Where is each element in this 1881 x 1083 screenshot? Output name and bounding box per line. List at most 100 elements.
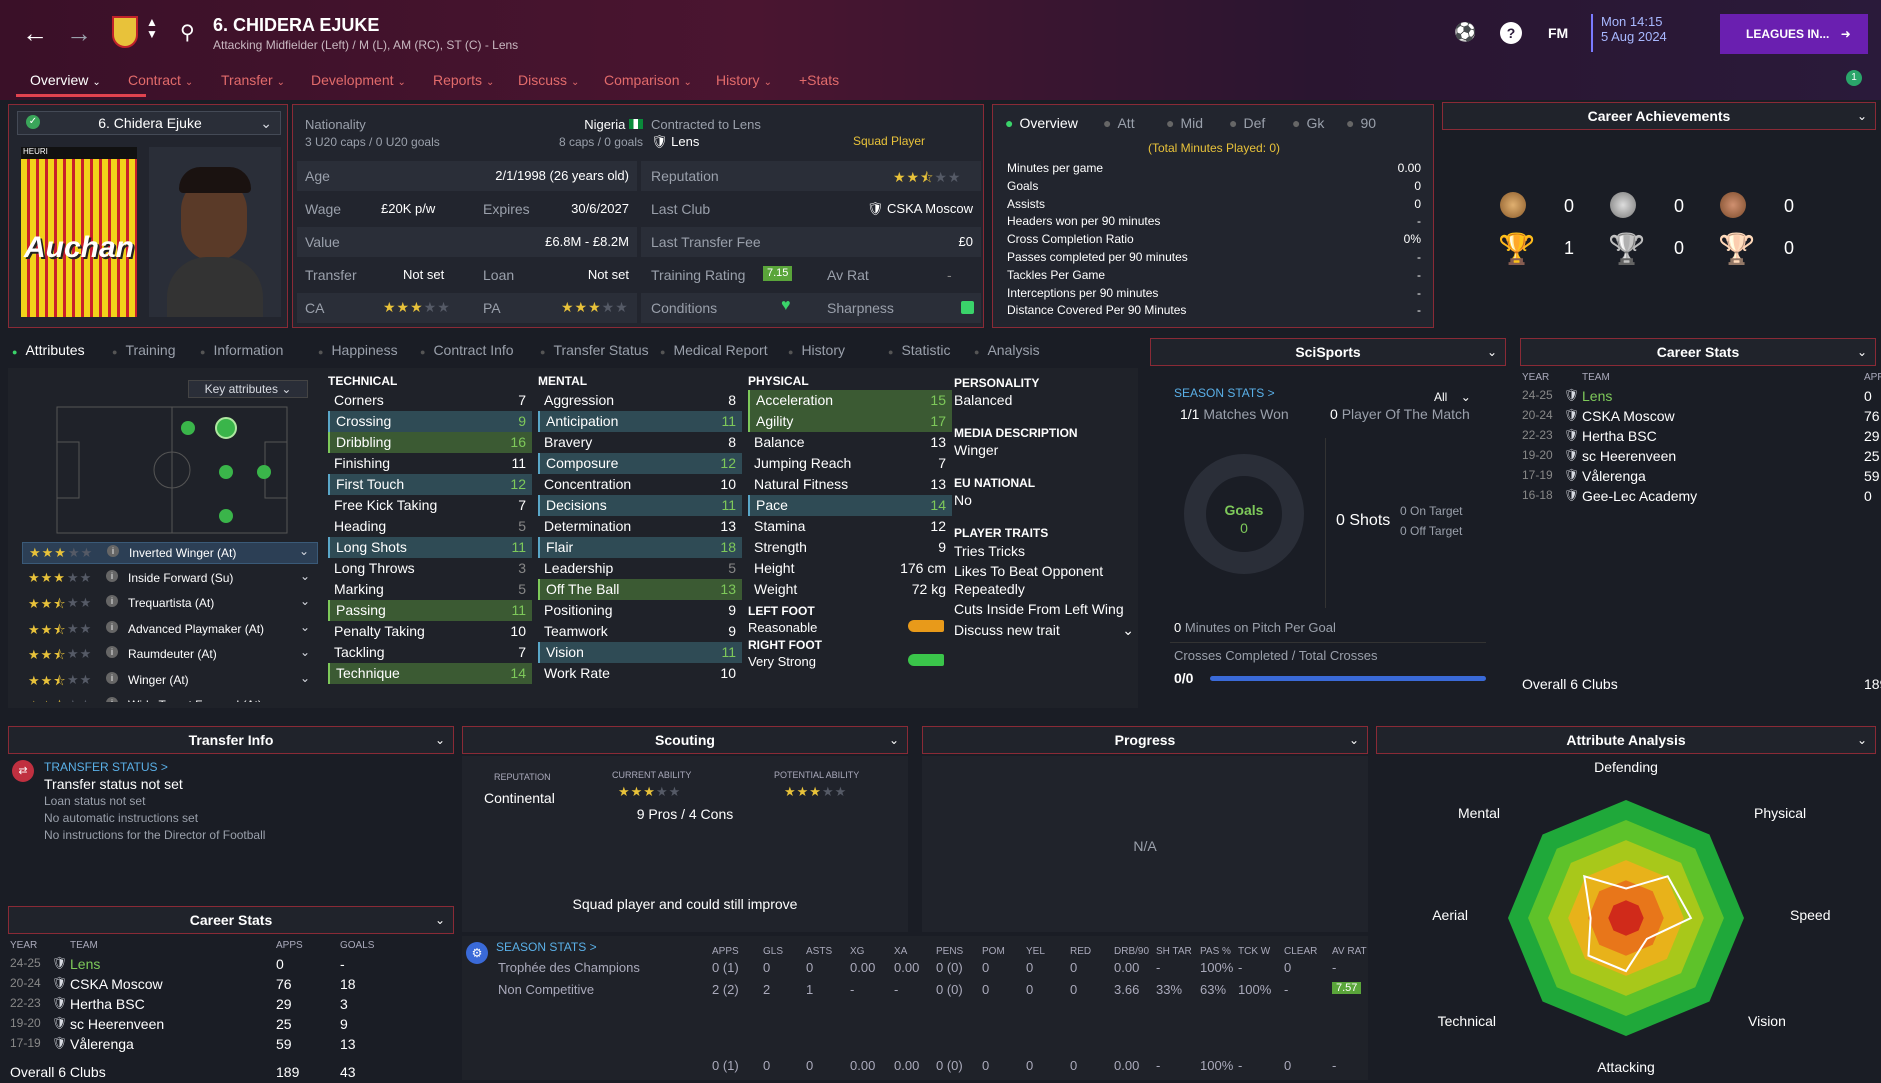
attribute-technique[interactable]: Technique 14 <box>328 663 532 684</box>
info-icon[interactable]: i <box>106 646 118 658</box>
attribute-leadership[interactable]: Leadership 5 <box>544 560 736 576</box>
back-arrow-icon[interactable]: ← <box>22 18 48 48</box>
overview-tab-def[interactable]: ● Def <box>1229 115 1266 131</box>
progress-header[interactable]: Progress ⌄ <box>922 726 1368 754</box>
attribute-first-touch[interactable]: First Touch 12 <box>328 474 532 495</box>
season-stats-link[interactable]: SEASON STATS > <box>1174 386 1275 400</box>
transfer-info-header[interactable]: Transfer Info ⌄ <box>8 726 454 754</box>
last-club[interactable]: 🛡 CSKA Moscow <box>866 201 973 216</box>
attribute-pace[interactable]: Pace 14 <box>748 495 952 516</box>
attribute-anticipation[interactable]: Anticipation 11 <box>538 411 742 432</box>
season-row[interactable]: Non Competitive 2 (2) 2 1- -0 (0) 0 0 0 3.66 33% 6… <box>462 982 1368 1004</box>
role-row[interactable]: ★★⯪ ★★ i Winger (At) ⌄ <box>22 670 318 692</box>
attribute-acceleration[interactable]: Acceleration 15 <box>748 390 952 411</box>
pros-cons[interactable]: 9 Pros / 4 Cons <box>636 806 734 822</box>
season-filter[interactable]: All ⌄ <box>1434 390 1471 404</box>
career-stats-header[interactable]: Career Stats ⌄ <box>1520 338 1876 366</box>
notification-badge[interactable]: 1 <box>1846 70 1862 86</box>
info-icon[interactable]: i <box>106 671 118 684</box>
attribute-determination[interactable]: Determination 13 <box>544 518 736 534</box>
attribute-tackling[interactable]: Tackling 7 <box>334 644 526 660</box>
season-row[interactable]: Trophée des Champions 0 (1) 0 0 0.00 0.00 0 (0… <box>498 960 1337 975</box>
attribute-vision[interactable]: Vision 11 <box>538 642 742 663</box>
nav-tab-contract[interactable]: Contract ⌄ <box>128 72 194 88</box>
search-icon[interactable]: ⚲ <box>180 22 195 44</box>
nav-tab-transfer[interactable]: Transfer ⌄ <box>221 72 285 88</box>
subtab-happiness[interactable]: ● Happiness <box>318 342 398 358</box>
attribute-composure[interactable]: Composure 12 <box>538 453 742 474</box>
nav-tab-overview[interactable]: Overview ⌄ <box>30 72 101 88</box>
attribute-bravery[interactable]: Bravery 8 <box>544 434 736 450</box>
subtab-contractinfo[interactable]: ● Contract Info <box>420 342 514 358</box>
attribute-corners[interactable]: Corners 7 <box>334 392 526 408</box>
role-row[interactable]: ★★⯪ ★★ i Trequartista (At) ⌄ <box>22 593 318 615</box>
attribute-marking[interactable]: Marking 5 <box>334 581 526 597</box>
nav-tab-reports[interactable]: Reports ⌄ <box>433 72 495 88</box>
scouting-header[interactable]: Scouting ⌄ <box>462 726 908 754</box>
nav-tab-history[interactable]: History ⌄ <box>716 72 772 88</box>
game-date[interactable]: Mon 14:15 5 Aug 2024 <box>1591 14 1667 52</box>
info-icon[interactable]: i <box>106 697 118 702</box>
career-stats-bottom-header[interactable]: Career Stats ⌄ <box>8 906 454 934</box>
key-attributes-dropdown[interactable]: Key attributes ⌄ <box>188 380 308 398</box>
loan-status[interactable]: Not set <box>587 267 629 282</box>
nav-tab-stats[interactable]: +Stats <box>799 72 840 88</box>
help-icon[interactable]: ? <box>1500 22 1522 44</box>
subtab-information[interactable]: ● Information <box>200 342 284 358</box>
attribute-crossing[interactable]: Crossing 9 <box>328 411 532 432</box>
attribute-long-throws[interactable]: Long Throws 3 <box>334 560 526 576</box>
subtab-attributes[interactable]: ● Attributes <box>12 342 85 358</box>
role-row[interactable]: ★★⯪★★iWide Target Forward (At)⌄ <box>22 695 318 702</box>
attribute-analysis-header[interactable]: Attribute Analysis ⌄ <box>1376 726 1876 754</box>
role-row[interactable]: ★★⯪ ★★ i Raumdeuter (At) ⌄ <box>22 644 318 666</box>
attribute-dribbling[interactable]: Dribbling 16 <box>328 432 532 453</box>
nav-tab-development[interactable]: Development ⌄ <box>311 72 406 88</box>
overview-tab-att[interactable]: ● Att <box>1103 115 1135 131</box>
season-stats-link-bottom[interactable]: SEASON STATS > <box>496 940 597 954</box>
attribute-positioning[interactable]: Positioning 9 <box>544 602 736 618</box>
role-row[interactable]: ★★★ ★★ i Inverted Winger (At) ⌄ <box>22 542 318 564</box>
info-icon[interactable]: i <box>107 545 119 557</box>
attribute-height[interactable]: Height 176 cm <box>754 560 946 576</box>
subtab-medicalreport[interactable]: ● Medical Report <box>660 342 768 358</box>
subtab-analysis[interactable]: ● Analysis <box>974 342 1040 358</box>
subtab-statistic[interactable]: ● Statistic <box>888 342 951 358</box>
attribute-strength[interactable]: Strength 9 <box>754 539 946 555</box>
info-icon[interactable]: i <box>106 569 118 582</box>
ball-icon[interactable]: ⚽ <box>1454 22 1477 42</box>
forward-arrow-icon[interactable]: → <box>66 18 92 48</box>
subtab-transferstatus[interactable]: ● Transfer Status <box>540 342 649 358</box>
attribute-work-rate[interactable]: Work Rate 10 <box>544 665 736 681</box>
attribute-decisions[interactable]: Decisions 11 <box>538 495 742 516</box>
attribute-concentration[interactable]: Concentration 10 <box>544 476 736 492</box>
attribute-agility[interactable]: Agility 17 <box>748 411 952 432</box>
nationality-value[interactable]: Nigeria <box>543 117 643 132</box>
attribute-natural-fitness[interactable]: Natural Fitness 13 <box>754 476 946 492</box>
overview-tab-overview[interactable]: ● Overview <box>1005 115 1078 131</box>
overview-tab-mid[interactable]: ● Mid <box>1166 115 1204 131</box>
contracted-club[interactable]: 🛡 Lens <box>651 134 700 149</box>
attribute-heading[interactable]: Heading 5 <box>334 518 526 534</box>
overview-tab-90[interactable]: ● 90 <box>1346 115 1377 131</box>
transfer-status[interactable]: Not set <box>403 267 445 282</box>
attribute-long-shots[interactable]: Long Shots 11 <box>328 537 532 558</box>
info-icon[interactable]: i <box>106 620 118 633</box>
info-icon[interactable]: i <box>106 595 118 607</box>
attribute-passing[interactable]: Passing 11 <box>328 600 532 621</box>
attribute-penalty-taking[interactable]: Penalty Taking 10 <box>334 623 526 639</box>
career-achievements-header[interactable]: Career Achievements ⌄ <box>1442 102 1876 130</box>
leagues-in-button[interactable]: LEAGUES IN... ➜ <box>1720 14 1868 54</box>
subtab-training[interactable]: ● Training <box>112 342 176 358</box>
player-selector[interactable]: ✓ 6. Chidera Ejuke ⌄ <box>17 111 281 135</box>
discuss-trait-button[interactable]: Discuss new trait ⌄ <box>954 622 1134 638</box>
attribute-jumping-reach[interactable]: Jumping Reach 7 <box>754 455 946 471</box>
